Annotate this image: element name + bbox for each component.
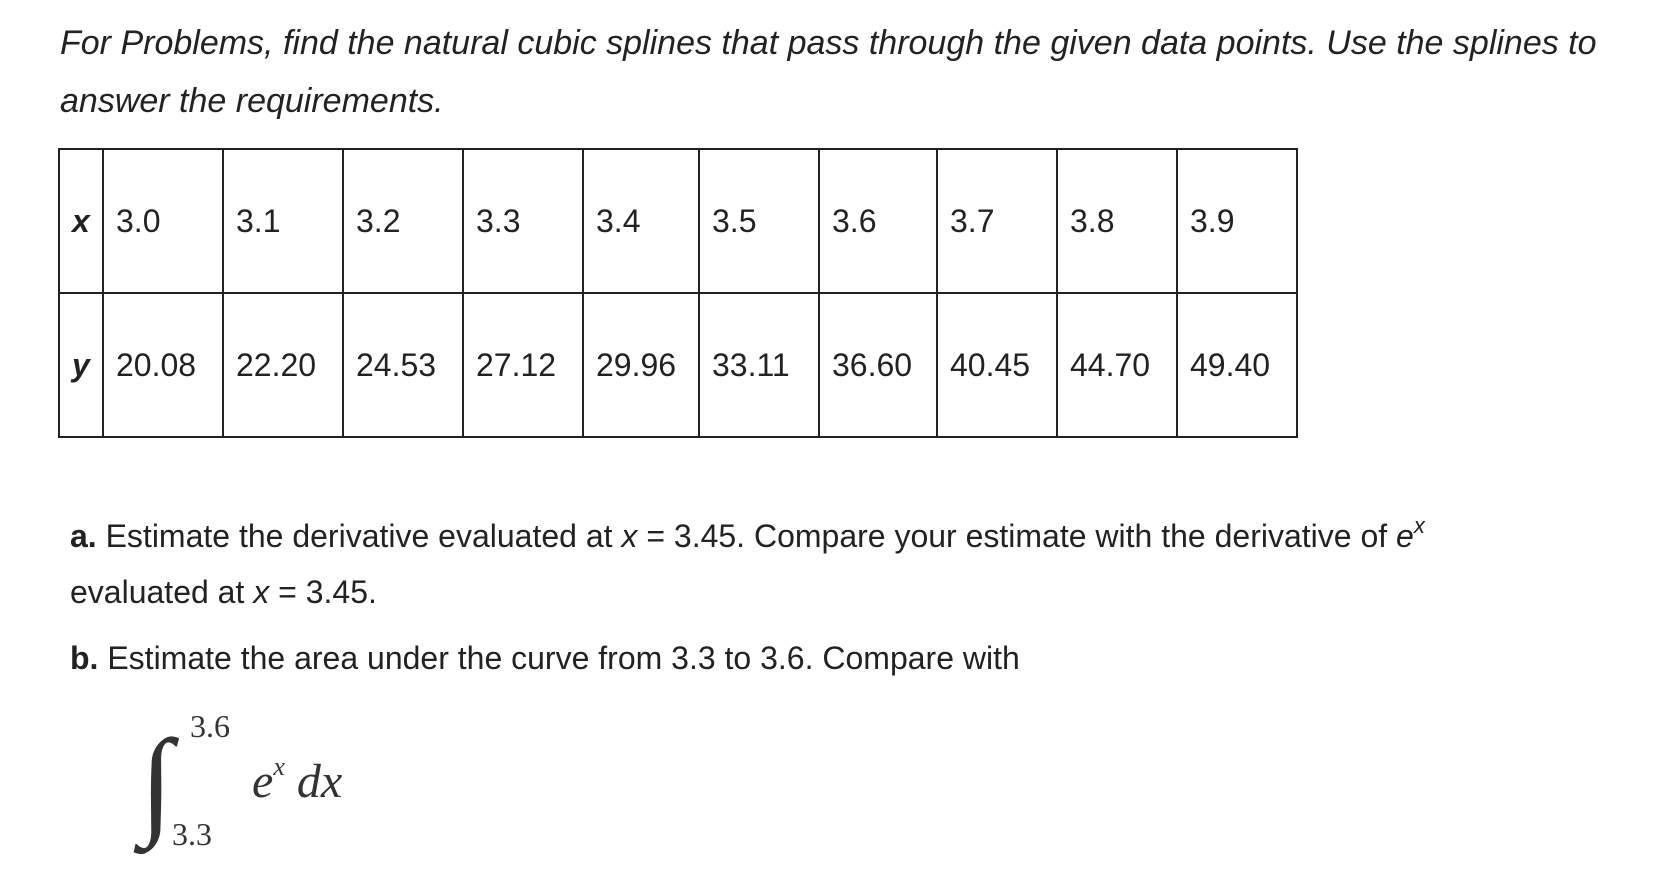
part-a-text: = 3.45. — [269, 574, 377, 610]
x-row-header: x — [58, 148, 104, 294]
y-cell: 29.96 — [582, 292, 700, 438]
integrand: ex dx — [252, 754, 342, 809]
integral-expression: ∫ 3.6 3.3 ex dx — [140, 708, 400, 868]
x-cell: 3.3 — [462, 148, 584, 294]
integral-sign: ∫ — [140, 715, 173, 848]
x-cell: 3.7 — [936, 148, 1058, 294]
y-cell: 49.40 — [1176, 292, 1298, 438]
problem-intro: For Problems, find the natural cubic spl… — [60, 24, 1597, 120]
integrand-exponent: x — [273, 752, 285, 781]
part-b-text: Estimate the area under the curve from 3… — [98, 640, 1020, 676]
part-a-text: = 3.45. Compare your estimate with the d… — [637, 518, 1397, 554]
part-a-variable: x — [621, 518, 638, 554]
part-a-text: Estimate the derivative evaluated at — [96, 518, 622, 554]
table-row-x: x 3.0 3.1 3.2 3.3 3.4 3.5 3.6 3.7 3.8 3.… — [58, 148, 1298, 294]
y-row-header: y — [58, 292, 104, 438]
y-cell: 36.60 — [818, 292, 938, 438]
y-cell: 33.11 — [698, 292, 820, 438]
y-cell: 40.45 — [936, 292, 1058, 438]
x-cell: 3.0 — [102, 148, 224, 294]
x-cell: 3.9 — [1176, 148, 1298, 294]
integrand-base: e — [252, 755, 274, 808]
part-a: a. Estimate the derivative evaluated at … — [70, 508, 1425, 620]
part-b-label: b. — [70, 640, 99, 676]
part-b: b. Estimate the area under the curve fro… — [70, 630, 1020, 686]
x-cell: 3.2 — [342, 148, 464, 294]
part-a-label: a. — [70, 518, 97, 554]
part-a-exp-base: e — [1396, 518, 1414, 554]
part-a-variable: x — [253, 574, 270, 610]
integral-differential: dx — [284, 755, 343, 808]
table-row-y: y 20.08 22.20 24.53 27.12 29.96 33.11 36… — [58, 292, 1298, 438]
x-cell: 3.6 — [818, 148, 938, 294]
y-cell: 27.12 — [462, 292, 584, 438]
x-cell: 3.5 — [698, 148, 820, 294]
y-cell: 22.20 — [222, 292, 344, 438]
part-a-exponent: x — [1413, 513, 1425, 538]
integral-upper-limit: 3.6 — [190, 708, 230, 744]
x-cell: 3.8 — [1056, 148, 1178, 294]
y-cell: 44.70 — [1056, 292, 1178, 438]
data-table: x 3.0 3.1 3.2 3.3 3.4 3.5 3.6 3.7 3.8 3.… — [58, 148, 1298, 438]
y-cell: 20.08 — [102, 292, 224, 438]
x-cell: 3.4 — [582, 148, 700, 294]
x-cell: 3.1 — [222, 148, 344, 294]
part-a-text: evaluated at — [70, 574, 254, 610]
integral-lower-limit: 3.3 — [172, 816, 212, 852]
y-cell: 24.53 — [342, 292, 464, 438]
